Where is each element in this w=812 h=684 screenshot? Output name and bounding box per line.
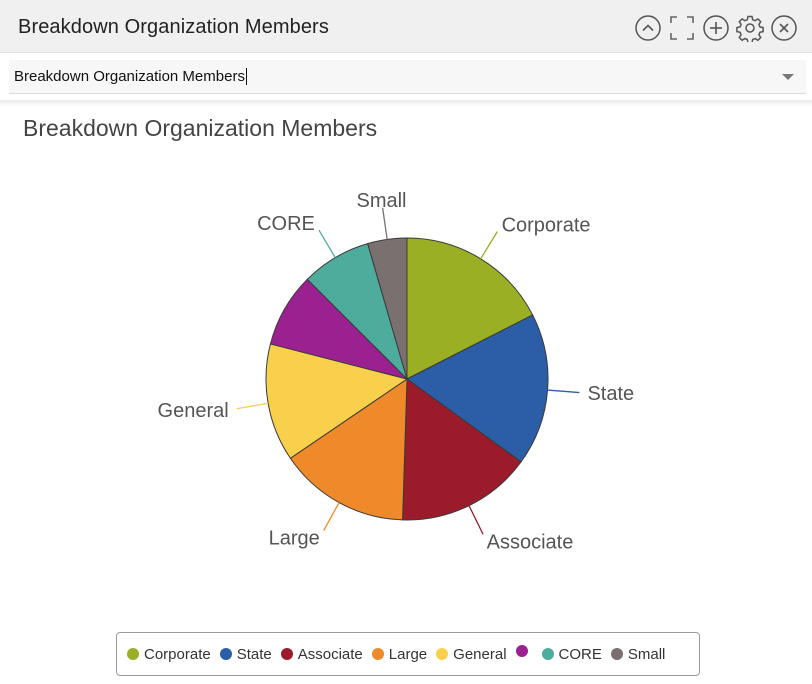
pie-leader-line [547,389,580,394]
pie-leader-line [468,505,484,535]
legend-label: General [453,645,507,663]
panel-title: Breakdown Organization Members [18,16,329,38]
legend-swatch [436,648,449,660]
pie-label-general: General [158,400,229,422]
close-icon[interactable] [770,14,798,42]
add-icon[interactable] [702,14,730,42]
pie-label-small: Small [356,190,406,212]
legend-label: Associate [297,645,363,663]
legend-item-small[interactable]: Small [610,645,666,663]
legend-label: CORE [558,645,602,663]
pie-leader-line [323,502,340,531]
legend-swatch [371,648,384,660]
divider [0,100,812,106]
report-select[interactable]: Breakdown Organization Members [9,60,806,94]
fullscreen-icon[interactable] [668,14,696,42]
legend-swatch [219,648,232,660]
legend-swatch [610,648,623,660]
pie-slice-small[interactable] [367,237,408,380]
pie-label-large: Large [269,528,320,550]
chart-title: Breakdown Organization Members [23,115,378,141]
legend-swatch [127,648,139,660]
pie-leader-line [381,207,388,240]
legend-item-state[interactable]: State [219,645,272,663]
report-select-value: Breakdown Organization Members [14,68,247,85]
legend-swatch [515,644,528,657]
pie-label-state: State [587,383,634,405]
pie-slice-associate[interactable] [402,378,522,521]
legend-label: Corporate [144,645,211,663]
legend-swatch [541,648,554,660]
gear-icon[interactable] [736,14,764,42]
pie-slice-large[interactable] [289,378,408,521]
pie-leader-line [318,229,336,258]
legend-item-associate[interactable]: Associate [280,645,363,663]
legend-label: Small [627,645,666,663]
legend-item-corporate[interactable]: Corporate [127,646,211,663]
pie-label-core: CORE [257,213,315,235]
chevron-down-icon[interactable] [782,74,794,80]
legend-item-large[interactable]: Large [371,645,428,663]
pie-label-corporate: Corporate [502,215,591,237]
pie-label-associate: Associate [487,532,574,554]
pie-leader-line [480,231,498,260]
legend-item-core[interactable]: CORE [541,645,602,663]
pie-leader-line [236,402,269,410]
legend-swatch [280,648,293,660]
collapse-icon[interactable] [634,14,662,42]
panel-header: Breakdown Organization Members [0,0,812,53]
legend-item-unlabeled[interactable] [515,644,533,657]
legend-item-general[interactable]: General [436,645,507,663]
pie-slice-general[interactable] [265,343,409,459]
legend-label: State [236,645,272,663]
chart-legend: Corporate State Associate Large General CORE S… [116,632,700,676]
panel-toolbar [634,14,798,42]
legend-label: Large [388,645,428,663]
